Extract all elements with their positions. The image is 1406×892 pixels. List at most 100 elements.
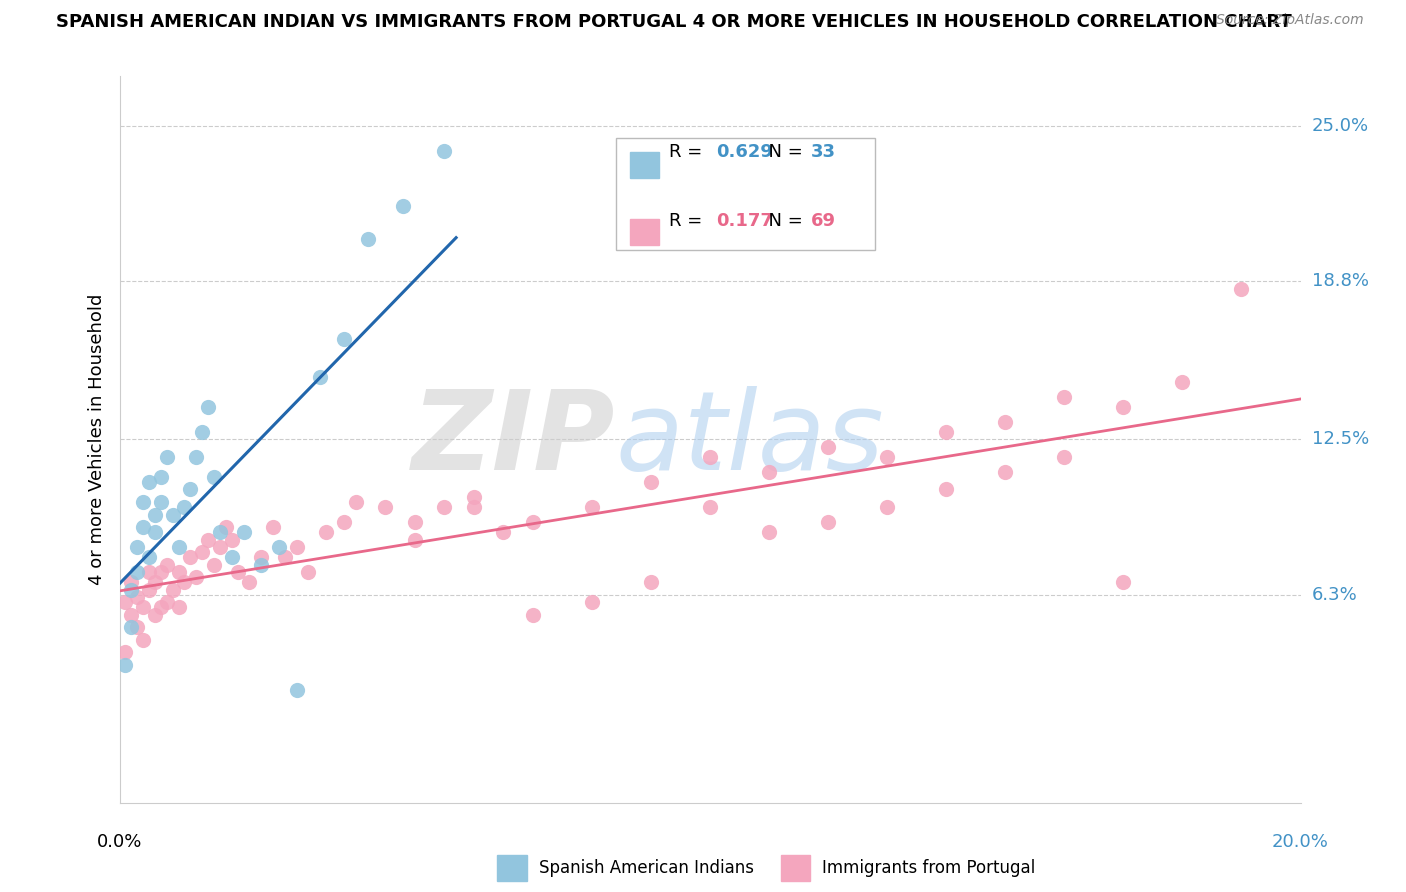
Point	[522, 515, 544, 529]
Point	[238, 575, 260, 590]
Point	[191, 425, 214, 439]
Point	[162, 508, 184, 522]
Point	[120, 607, 142, 622]
Point	[935, 483, 957, 497]
Bar	[498, 855, 527, 881]
Y-axis label: 4 or more Vehicles in Household: 4 or more Vehicles in Household	[87, 293, 105, 585]
Bar	[630, 219, 659, 245]
Point	[120, 575, 142, 590]
Point	[138, 475, 160, 489]
Point	[463, 500, 485, 514]
Text: ZIP: ZIP	[412, 386, 616, 492]
Point	[356, 232, 378, 246]
Text: atlas: atlas	[616, 386, 884, 492]
Point	[162, 582, 184, 597]
Point	[156, 595, 179, 609]
Point	[433, 500, 456, 514]
Point	[149, 600, 172, 615]
Point	[186, 450, 208, 464]
Text: N =: N =	[758, 143, 808, 161]
Point	[132, 600, 155, 615]
Point	[202, 558, 225, 572]
Point	[114, 595, 136, 609]
Point	[127, 591, 149, 605]
Point	[1112, 400, 1135, 414]
FancyBboxPatch shape	[616, 137, 876, 251]
Text: R =: R =	[669, 143, 707, 161]
Point	[285, 540, 308, 554]
Point	[876, 450, 898, 464]
Point	[179, 483, 201, 497]
Point	[315, 524, 337, 539]
Point	[149, 495, 172, 509]
Point	[522, 607, 544, 622]
Point	[127, 565, 149, 579]
Point	[699, 500, 721, 514]
Point	[392, 199, 415, 213]
Point	[492, 524, 515, 539]
Point	[581, 595, 603, 609]
Point	[285, 683, 308, 698]
Point	[197, 400, 219, 414]
Point	[143, 607, 166, 622]
Point	[173, 500, 195, 514]
Point	[138, 582, 160, 597]
Bar	[630, 153, 659, 178]
Point	[167, 540, 190, 554]
Point	[232, 524, 254, 539]
Point	[1053, 450, 1076, 464]
Point	[262, 520, 284, 534]
Point	[143, 508, 166, 522]
Point	[143, 524, 166, 539]
Point	[191, 545, 214, 559]
Text: 25.0%: 25.0%	[1312, 117, 1369, 135]
Point	[179, 550, 201, 565]
Point	[215, 520, 238, 534]
Point	[581, 500, 603, 514]
Point	[149, 470, 172, 484]
Text: 6.3%: 6.3%	[1312, 586, 1357, 604]
Point	[114, 657, 136, 672]
Point	[876, 500, 898, 514]
Point	[404, 515, 426, 529]
Text: 18.8%: 18.8%	[1312, 272, 1368, 291]
Point	[173, 575, 195, 590]
Point	[1053, 390, 1076, 404]
Point	[1171, 375, 1194, 389]
Point	[333, 515, 356, 529]
Text: Source: ZipAtlas.com: Source: ZipAtlas.com	[1216, 13, 1364, 28]
Point	[114, 645, 136, 659]
Point	[1112, 575, 1135, 590]
Point	[699, 450, 721, 464]
Point	[274, 550, 297, 565]
Point	[267, 540, 290, 554]
Point	[344, 495, 367, 509]
Point	[138, 550, 160, 565]
Text: SPANISH AMERICAN INDIAN VS IMMIGRANTS FROM PORTUGAL 4 OR MORE VEHICLES IN HOUSEH: SPANISH AMERICAN INDIAN VS IMMIGRANTS FR…	[56, 13, 1292, 31]
Text: R =: R =	[669, 212, 707, 230]
Point	[156, 450, 179, 464]
Point	[404, 533, 426, 547]
Point	[374, 500, 396, 514]
Point	[208, 540, 231, 554]
Point	[221, 550, 243, 565]
Point	[994, 415, 1017, 429]
Point	[1230, 282, 1253, 296]
Point	[208, 524, 231, 539]
Point	[138, 565, 160, 579]
Point	[309, 369, 332, 384]
Point	[250, 558, 273, 572]
Point	[143, 575, 166, 590]
Point	[132, 632, 155, 647]
Text: 0.629: 0.629	[716, 143, 773, 161]
Point	[433, 144, 456, 158]
Point	[156, 558, 179, 572]
Point	[333, 332, 356, 346]
Point	[640, 475, 662, 489]
Point	[817, 440, 839, 454]
Text: Immigrants from Portugal: Immigrants from Portugal	[823, 859, 1035, 877]
Point	[167, 600, 190, 615]
Text: 69: 69	[810, 212, 835, 230]
Point	[186, 570, 208, 584]
Point	[132, 520, 155, 534]
